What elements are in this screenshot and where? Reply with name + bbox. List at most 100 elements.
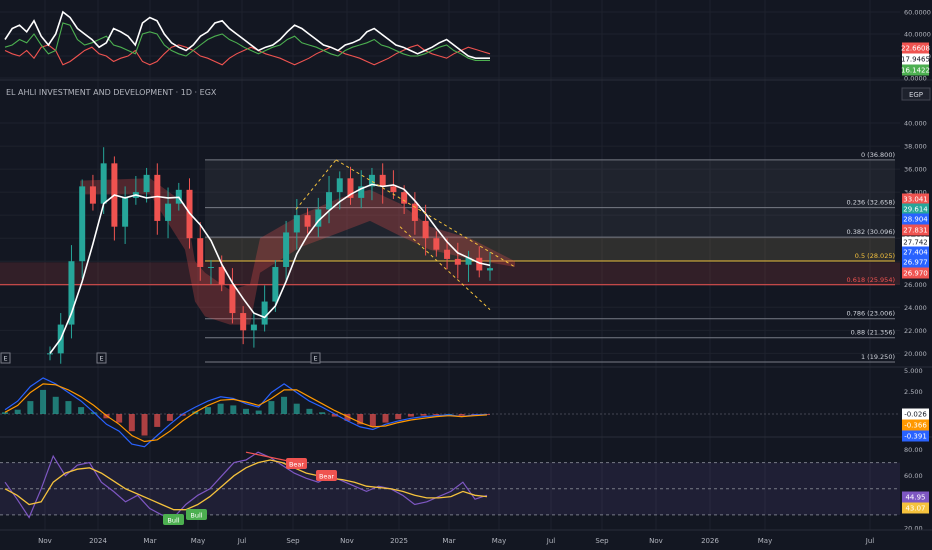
macd-histogram-bar (382, 414, 389, 423)
macd-histogram-bar (230, 405, 237, 414)
x-tick-label: Jul (546, 537, 556, 545)
signal-tag-label: Bull (167, 517, 179, 525)
event-marker[interactable] (310, 352, 321, 364)
price-axis-label-bg (902, 203, 929, 215)
price-axis-label-bg (902, 213, 929, 225)
currency-box (901, 87, 931, 101)
macd-histogram-bar (217, 403, 224, 414)
candle-body (165, 203, 172, 221)
macd-histogram-bar (116, 414, 123, 423)
macd-histogram-bar (243, 408, 249, 414)
price-axis-label: 27.404 (903, 249, 928, 257)
macd-last-value: -0.026 (904, 411, 927, 419)
macd-histogram-bar (204, 407, 211, 414)
macd-histogram-bar (128, 414, 135, 432)
x-tick-label: 2025 (390, 537, 408, 545)
price-axis-label-bg (902, 236, 929, 248)
fib-level-label: 1 (19.250) (861, 353, 895, 361)
price-axis-label: 26.977 (903, 259, 928, 267)
candle-body (100, 163, 107, 204)
macd-histogram-bar (369, 414, 376, 427)
candle-body (218, 266, 225, 285)
y-tick-label: 2.500 (904, 388, 923, 396)
macd-histogram-bar (179, 414, 186, 416)
rsi-last-value: 44.95 (905, 494, 925, 502)
candle-body (347, 178, 354, 198)
macd-last-value-bg (902, 430, 929, 442)
y-tick-label: 80.00 (904, 446, 923, 454)
macd-histogram-bar (293, 403, 300, 414)
candle-body (454, 258, 461, 265)
x-tick-label: May (758, 537, 772, 545)
candle-body (47, 353, 53, 355)
macd-histogram-bar (407, 414, 414, 417)
macd-histogram-bar (395, 414, 402, 420)
price-axis-label: 27.831 (903, 227, 928, 235)
rsi-line (4, 451, 488, 519)
signal-tag[interactable] (186, 509, 207, 520)
y-tick-label: 34.000 (904, 189, 927, 197)
price-axis-label-bg (902, 193, 929, 205)
macd-histogram-bar (52, 396, 59, 414)
candle-body (68, 261, 75, 325)
oscillator-last-value-bg (902, 42, 929, 54)
candle-body (240, 313, 247, 331)
candle-body (390, 186, 397, 193)
macd-histogram-bar (281, 396, 288, 414)
candle-body (250, 324, 257, 331)
macd-last-value: -0.366 (904, 422, 927, 430)
currency-label: EGP (909, 91, 923, 99)
macd-histogram-bar (331, 414, 338, 417)
macd-histogram-bar (306, 408, 313, 414)
candle-body (229, 284, 236, 314)
oscillator-series-line (4, 22, 490, 61)
macd-last-value-bg (902, 408, 929, 420)
signal-tag[interactable] (316, 470, 337, 481)
candle-body (79, 186, 86, 262)
event-marker-label: E (99, 355, 103, 363)
candle-body (422, 220, 429, 239)
signal-tag[interactable] (286, 458, 307, 469)
macd-histogram-bar (65, 401, 72, 414)
candle-body (368, 174, 375, 187)
x-tick-label: 2026 (701, 537, 719, 545)
candle-body (207, 266, 214, 268)
candle-body (154, 174, 161, 221)
x-tick-label: Sep (286, 537, 300, 545)
x-tick-label: Nov (649, 537, 663, 545)
wedge-trendline (335, 159, 516, 268)
candle-body (465, 257, 472, 265)
y-tick-label: 20.000 (904, 350, 927, 358)
macd-histogram-bar (141, 414, 148, 436)
cloud-band (80, 178, 515, 325)
fib-level-label: 0.618 (25.954) (847, 276, 896, 284)
price-axis-label-bg (902, 224, 929, 236)
candle-body (122, 197, 129, 227)
event-marker-label: E (313, 355, 317, 363)
price-axis-label: 27.742 (903, 239, 928, 247)
y-tick-label: 40.000 (904, 120, 927, 128)
rsi-last-value-bg (902, 491, 929, 503)
oscillator-last-value: 22.6608 (901, 45, 930, 53)
x-tick-label: Jul (865, 537, 875, 545)
candle-body (487, 268, 493, 271)
event-marker[interactable] (96, 352, 107, 364)
price-axis-label: 33.041 (903, 196, 928, 204)
event-marker[interactable] (0, 352, 11, 364)
macd-last-value: -0.391 (904, 433, 927, 441)
price-axis-label: 29.614 (903, 206, 928, 214)
y-tick-label: 40.0000 (904, 31, 931, 39)
signal-tag[interactable] (163, 514, 184, 525)
candle-body (326, 192, 333, 210)
y-tick-label: 22.000 (904, 327, 927, 335)
fib-level-label: 0.786 (23.006) (847, 310, 896, 318)
y-tick-label: 60.00 (904, 472, 923, 480)
oscillator-last-value-bg (902, 53, 929, 65)
oscillator-last-value-bg (902, 64, 929, 76)
macd-histogram-bar (27, 401, 34, 414)
x-tick-label: 2024 (89, 537, 107, 545)
fib-level-label: 0.5 (28.025) (855, 252, 895, 260)
x-tick-label: Sep (595, 537, 609, 545)
